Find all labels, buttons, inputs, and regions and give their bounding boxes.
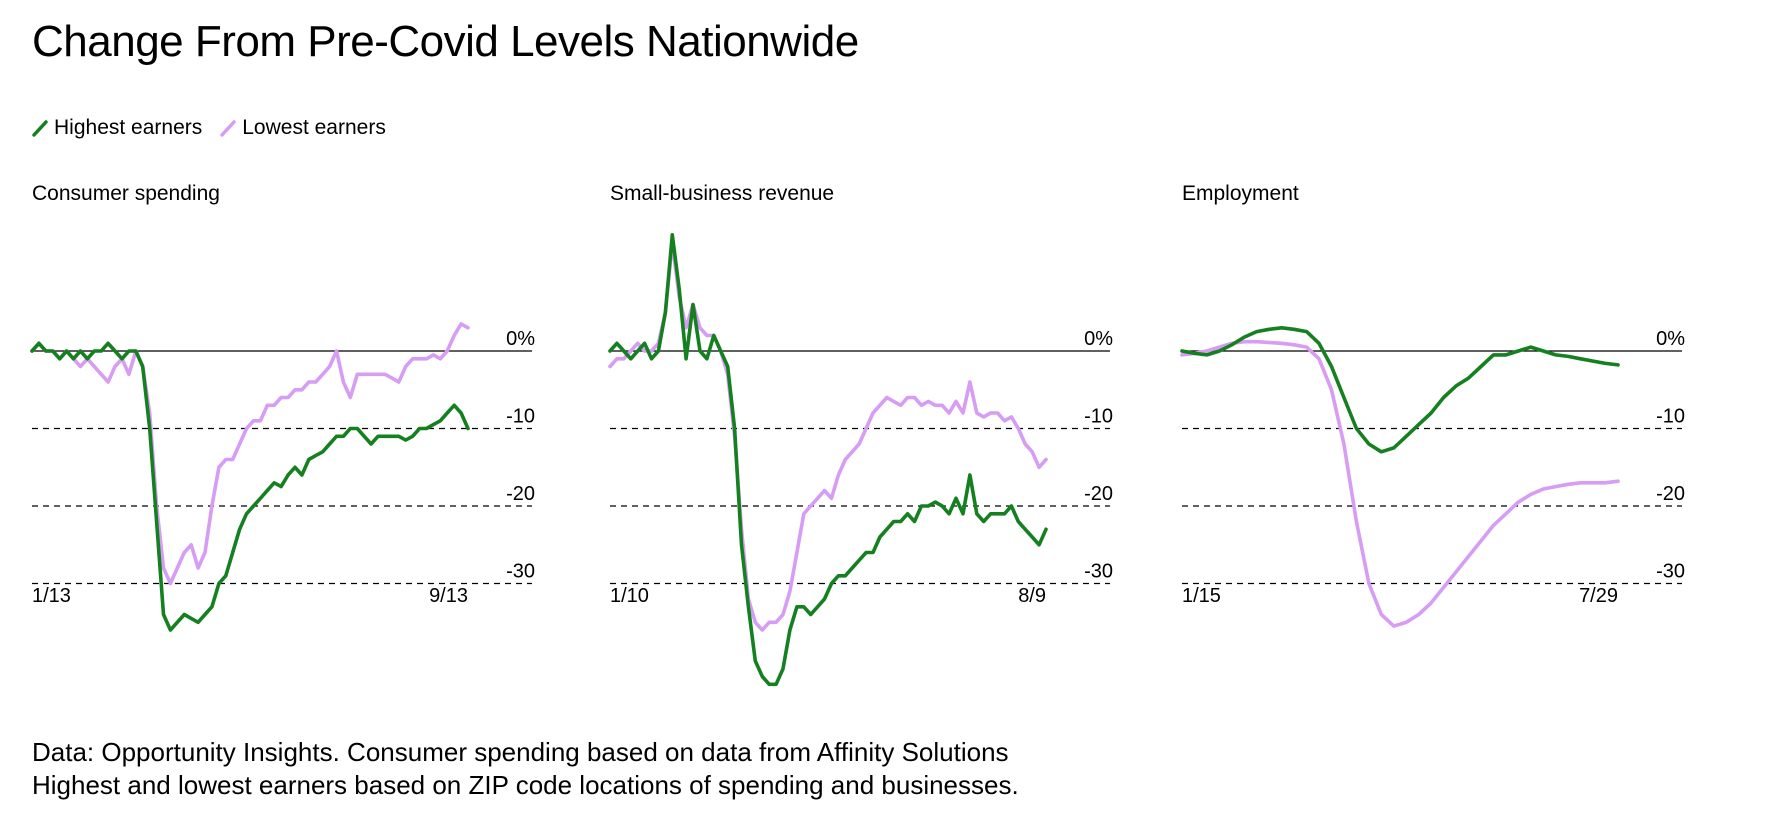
y-tick-label: 0% (506, 328, 535, 350)
series-line-lowest-earners-small-business-revenue (608, 240, 1048, 632)
plot-employment: 0% -10 -20 -30 1/15 7/29 (1180, 326, 1685, 628)
panel-consumer-spending: Consumer spending 0% -10 -20 -30 1/13 9/13 (30, 180, 592, 720)
x-tick-label: 8/9 (1018, 585, 1046, 607)
y-tick-label: 0% (1084, 328, 1113, 350)
y-tick-label: -10 (506, 406, 535, 428)
x-tick-label: 1/15 (1182, 585, 1221, 607)
y-tick-label: -30 (1084, 561, 1113, 583)
series-line-highest-earners-employment (1180, 326, 1620, 454)
plot-small-business-revenue: 0% -10 -20 -30 1/10 8/9 (608, 232, 1113, 687)
y-tick-label: -10 (1656, 406, 1685, 428)
panel-small-business-revenue: Small-business revenue 0% -10 -20 -30 1/10 8/… (608, 180, 1170, 720)
panel-title: Small-business revenue (610, 182, 835, 205)
y-tick-label: -20 (1656, 483, 1685, 505)
footnote: Data: Opportunity Insights. Consumer spe… (32, 736, 1019, 802)
y-tick-label: -20 (506, 483, 535, 505)
footnote-line: Data: Opportunity Insights. Consumer spe… (32, 737, 1009, 767)
legend-item-highest: Highest earners (32, 116, 202, 140)
y-tick-label: -30 (506, 561, 535, 583)
legend-swatch-highest (32, 120, 48, 137)
legend-label-highest: Highest earners (54, 116, 203, 139)
legend-label-lowest: Lowest earners (242, 116, 386, 139)
legend-swatch-lowest (220, 120, 236, 137)
panel-title: Employment (1182, 182, 1299, 205)
series-line-lowest-earners-employment (1180, 339, 1620, 628)
legend-item-lowest: Lowest earners (220, 116, 386, 140)
y-tick-label: -30 (1656, 561, 1685, 583)
y-tick-label: 0% (1656, 328, 1685, 350)
series-line-highest-earners-small-business-revenue (608, 232, 1048, 687)
panel-title: Consumer spending (32, 182, 220, 205)
x-tick-label: 7/29 (1579, 585, 1618, 607)
panel-employment: Employment 0% -10 -20 -30 1/15 7/29 (1180, 180, 1742, 720)
x-tick-label: 1/13 (32, 585, 71, 607)
x-tick-label: 1/10 (610, 585, 649, 607)
series-line-lowest-earners-consumer-spending (30, 322, 470, 586)
y-tick-label: -10 (1084, 406, 1113, 428)
footnote-line: Highest and lowest earners based on ZIP … (32, 770, 1019, 800)
x-tick-label: 9/13 (429, 585, 468, 607)
y-tick-label: -20 (1084, 483, 1113, 505)
series-line-highest-earners-consumer-spending (30, 341, 470, 632)
plot-consumer-spending: 0% -10 -20 -30 1/13 9/13 (30, 322, 535, 632)
legend: Highest earners Lowest earners (32, 114, 404, 142)
chart-title: Change From Pre-Covid Levels Nationwide (32, 17, 859, 66)
